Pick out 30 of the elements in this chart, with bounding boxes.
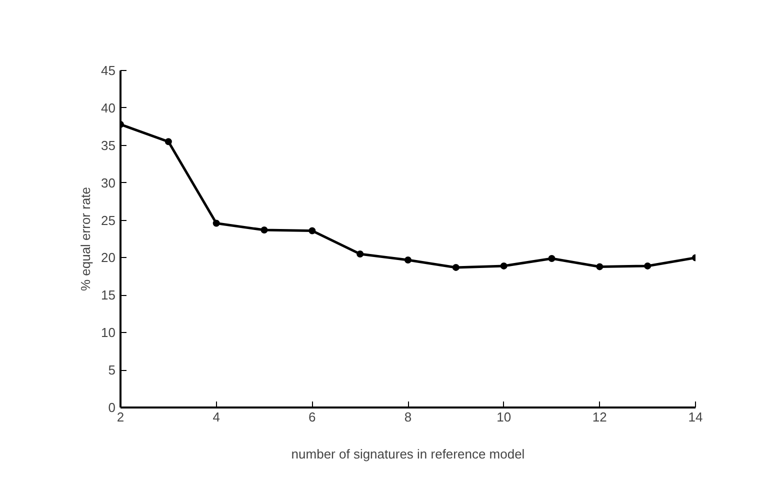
point [212,220,220,227]
x-axis-title: number of signatures in reference model [291,446,525,462]
y-tick-label: 45 [101,63,116,78]
y-tick-label: 35 [101,138,116,153]
point [596,263,604,270]
point [164,138,172,146]
y-tick-label: 25 [101,212,116,228]
x-tick-label: 10 [496,410,512,424]
x-tick-label: 8 [404,410,412,424]
y-tick-label: 40 [101,100,116,116]
y-axis-title: % equal error rate [78,186,94,292]
y-tick-label: 30 [101,175,116,190]
y-tick-label: 10 [101,325,116,340]
point [356,250,364,258]
point [548,254,556,262]
point [452,264,460,271]
x-tick-label: 12 [592,410,607,424]
y-tick-label: 0 [108,400,116,415]
point [260,226,268,234]
point [500,262,508,270]
point [308,227,316,234]
point [404,256,412,264]
x-tick-label: 6 [308,410,316,424]
y-tick-label: 5 [108,362,116,378]
point [644,262,652,270]
y-tick-label: 20 [101,250,116,266]
x-tick-label: 4 [212,410,220,424]
x-tick-label: 2 [116,410,124,424]
x-tick-label: 14 [688,410,703,424]
y-tick-label: 15 [101,288,116,303]
